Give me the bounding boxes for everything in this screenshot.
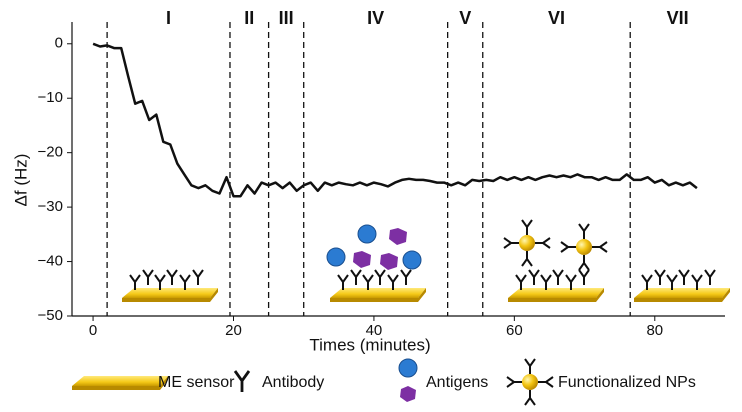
y-tick-label: 0 [55,35,63,52]
x-tick-label: 0 [89,322,97,339]
legend-label: Antibody [262,374,324,391]
y-tick-label: −40 [38,253,63,270]
y-tick-label: −20 [38,144,63,161]
legend-icons [72,358,553,405]
y-tick-label: −30 [38,198,63,215]
phase-label: I [166,8,171,28]
data-line [92,42,698,198]
phase-label: V [459,8,471,28]
sensor-illustrations [122,220,730,302]
y-axis-title: Δf (Hz) [11,154,30,207]
phase-label: IV [367,8,384,28]
x-tick-label: 40 [366,322,383,339]
phase-label: VII [667,8,689,28]
phase-label: II [244,8,254,28]
x-tick-label: 20 [225,322,242,339]
legend-label: Antigens [426,374,488,391]
y-tick-label: −10 [38,89,63,106]
legend-label: ME sensor [158,374,235,391]
legend-label: Functionalized NPs [558,374,696,391]
phase-label: III [279,8,294,28]
x-axis-title: Times (minutes) [309,335,430,354]
x-tick-label: 80 [646,322,663,339]
y-tick-label: −50 [38,307,63,324]
x-tick-label: 60 [506,322,523,339]
phase-label: VI [548,8,565,28]
